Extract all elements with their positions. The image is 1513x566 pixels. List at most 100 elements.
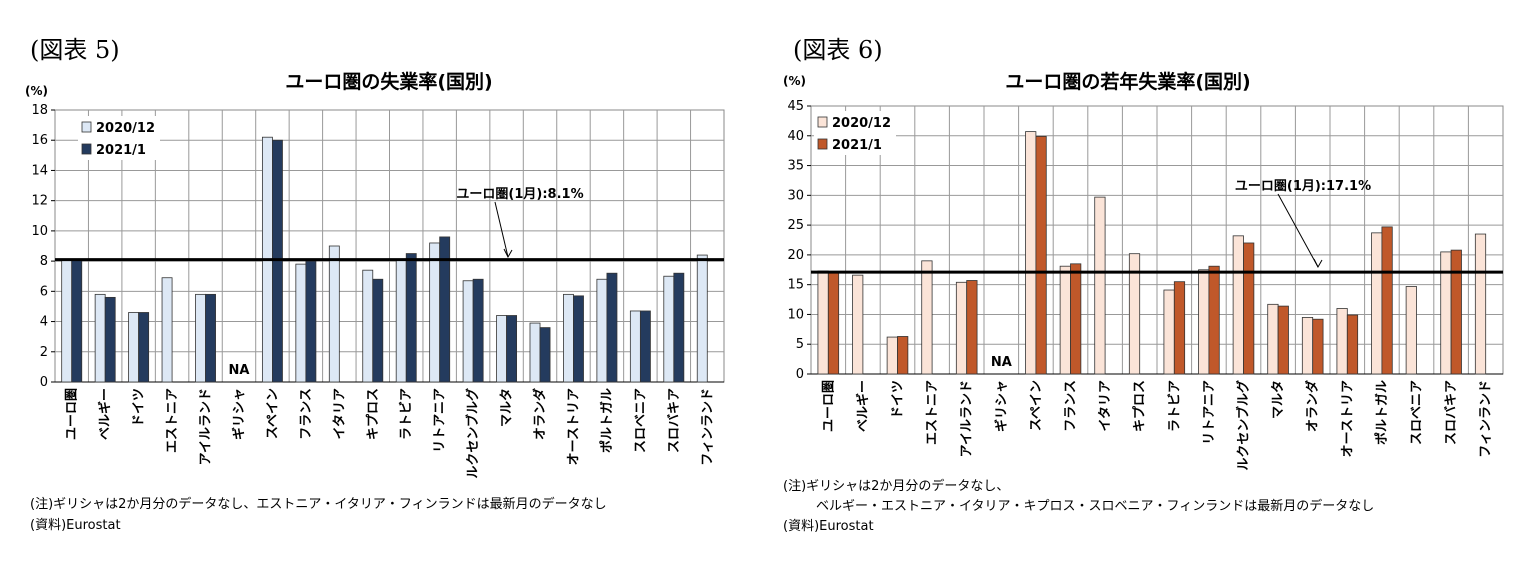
legend-swatch <box>81 121 92 133</box>
reference-pointer <box>494 201 509 258</box>
x-tick-label: ユーロ圏 <box>65 388 80 440</box>
na-annotation: NA <box>991 355 1012 370</box>
figure5-source: (資料)Eurostat <box>30 518 121 533</box>
bar-2020-12 <box>955 281 968 375</box>
x-tick-label: スペイン <box>265 388 280 439</box>
unemployment-chart: ユーロ圏の失業率(国別) (%) 0 2 4 6 8 10 12 14 16 18 ユーロ圏 ベルギー ドイ… <box>25 70 725 479</box>
x-tick-label: オランダ <box>1305 380 1321 432</box>
x-tick-label: スロベニア <box>633 388 648 453</box>
x-tick-label: オランダ <box>532 388 548 440</box>
x-tick-label: オーストリア <box>1340 380 1355 457</box>
bar-2020-12 <box>1059 265 1071 375</box>
bar-2021-1 <box>305 260 317 383</box>
bar-2021-1 <box>1243 242 1255 375</box>
bar-2021-1 <box>71 259 83 383</box>
legend-label: 2021/1 <box>96 143 146 158</box>
bar-2020-12 <box>1025 131 1037 375</box>
bar-2020-12 <box>1405 286 1417 375</box>
x-tick-label: オーストリア <box>566 388 581 465</box>
y-tick-label: 10 <box>787 307 804 322</box>
legend-swatch <box>817 116 828 128</box>
figure6-note-cont: ベルギー・エストニア・イタリア・キプロス・スロベニア・フィンランドは最新月のデー… <box>816 499 1375 514</box>
x-tick-label: マルタ <box>1271 380 1286 419</box>
legend <box>814 111 896 155</box>
reference-pointer-head <box>1313 258 1323 269</box>
x-tick-label: フィンランド <box>1479 380 1494 458</box>
x-tick-label: キプロス <box>366 388 381 440</box>
bar-2021-1 <box>966 280 978 375</box>
bar-2020-12 <box>629 310 641 383</box>
bar-2020-12 <box>1094 196 1106 375</box>
bar-2020-12 <box>462 280 474 383</box>
bar-2021-1 <box>1208 265 1220 375</box>
bar-2021-1 <box>827 271 840 375</box>
x-tick-label: スロベニア <box>1410 380 1425 445</box>
bar-2020-12 <box>496 315 507 383</box>
y-tick-label: 18 <box>31 103 48 118</box>
bar-2021-1 <box>405 253 417 383</box>
bar-2021-1 <box>372 278 384 383</box>
bar-2020-12 <box>1163 289 1175 375</box>
bar-2020-12 <box>921 260 933 375</box>
bar-2020-12 <box>529 322 541 383</box>
legend <box>78 116 160 160</box>
bar-2020-12 <box>128 312 140 383</box>
bar-2020-12 <box>429 242 441 383</box>
bar-2021-1 <box>639 310 651 383</box>
x-tick-label: エストニア <box>165 388 180 453</box>
y-tick-label: 0 <box>796 367 804 382</box>
reference-line-label: ユーロ圏(1月):8.1% <box>456 187 583 202</box>
x-tick-label: ルクセンブルグ <box>465 388 481 479</box>
bar-2020-12 <box>1301 317 1314 375</box>
y-tick-label: 5 <box>796 337 804 352</box>
y-tick-label: 14 <box>31 163 48 178</box>
y-tick-label: 40 <box>787 129 804 144</box>
y-tick-label: 0 <box>40 375 48 390</box>
bar-2020-12 <box>696 254 708 383</box>
x-tick-label: スペイン <box>1029 380 1044 431</box>
x-tick-label: ドイツ <box>891 380 906 419</box>
reference-line-label: ユーロ圏(1月):17.1% <box>1235 179 1371 194</box>
bar-2021-1 <box>606 272 618 383</box>
x-tick-label: ポルトガル <box>599 388 615 453</box>
legend-swatch <box>81 143 92 155</box>
bar-2021-1 <box>272 139 283 383</box>
youth-unemployment-chart: ユーロ圏の若年失業率(国別) (%) 0 5 10 15 20 25 30 35 40 45 ユーロ圏 ベ… <box>783 70 1504 471</box>
x-tick-label: リトアニア <box>433 388 448 453</box>
bar-2021-1 <box>205 293 216 383</box>
bar-2021-1 <box>1070 263 1082 375</box>
bar-2020-12 <box>1474 233 1487 375</box>
bar-2020-12 <box>852 274 864 375</box>
bar-2020-12 <box>563 293 574 383</box>
bar-2021-1 <box>573 295 584 383</box>
legend-swatch <box>817 138 828 150</box>
y-tick-label: 4 <box>40 315 48 330</box>
chart-title: ユーロ圏の若年失業率(国別) <box>1005 70 1250 93</box>
y-tick-label: 30 <box>787 188 804 203</box>
y-axis-unit: (%) <box>783 74 806 88</box>
bar-2020-12 <box>596 278 608 383</box>
x-tick-label: キプロス <box>1133 380 1148 432</box>
figure6-label: (図表 6) <box>793 36 883 64</box>
x-tick-label: リトアニア <box>1202 380 1217 445</box>
bar-2021-1 <box>506 315 518 383</box>
x-tick-label: ベルギー <box>97 388 113 440</box>
bar-2020-12 <box>1232 235 1244 375</box>
x-tick-label: フィンランド <box>700 388 715 466</box>
x-tick-label: フランス <box>299 388 314 440</box>
x-tick-label: イタリア <box>332 388 347 439</box>
legend-label: 2020/12 <box>832 116 891 131</box>
bar-2021-1 <box>439 236 451 383</box>
bar-2021-1 <box>1312 318 1324 375</box>
y-tick-label: 8 <box>40 254 48 269</box>
y-tick-label: 25 <box>787 218 804 233</box>
x-tick-label: ギリシャ <box>993 380 1009 432</box>
bar-2020-12 <box>1336 308 1348 375</box>
x-tick-label: ギリシャ <box>231 388 247 440</box>
x-tick-label: ラトビア <box>1166 380 1182 432</box>
y-tick-label: 12 <box>31 194 48 209</box>
x-tick-label: スロバキア <box>1444 380 1459 445</box>
bar-2021-1 <box>1381 226 1393 375</box>
bar-2021-1 <box>1346 314 1359 375</box>
x-tick-label: ルクセンブルグ <box>1236 380 1252 471</box>
